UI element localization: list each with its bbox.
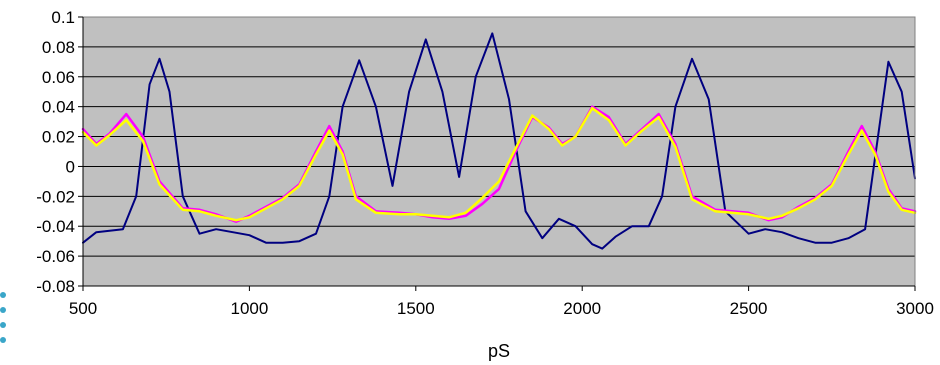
y-tick-label: -0.02 (36, 187, 75, 206)
y-tick-label: -0.06 (36, 247, 75, 266)
axis-ticks: -0.08 -0.06 -0.04 -0.02 0 0.02 0.04 0.06 0.08 0.1… (36, 8, 934, 318)
y-tick-label: 0.02 (42, 128, 75, 147)
x-tick-label: 1500 (397, 299, 435, 318)
y-tick-label: 0.04 (42, 98, 75, 117)
series-line-3 (81, 106, 917, 222)
x-axis-title: pS (488, 341, 510, 361)
x-tick-label: 500 (69, 299, 97, 318)
y-tick-label: -0.08 (36, 277, 75, 296)
edge-dot-1 (0, 292, 6, 298)
y-tick-label: 0 (66, 157, 75, 176)
x-tick-label: 1000 (230, 299, 268, 318)
y-tick-label: 0.1 (51, 8, 75, 27)
x-tick-label: 2500 (730, 299, 768, 318)
edge-dot-4 (0, 337, 6, 343)
x-tick-label: 3000 (896, 299, 934, 318)
x-tick-label: 2000 (563, 299, 601, 318)
edge-dot-3 (0, 322, 6, 328)
y-tick-label: -0.04 (36, 217, 75, 236)
edge-dot-2 (0, 307, 6, 313)
y-tick-label: 0.06 (42, 68, 75, 87)
series-line-1 (82, 32, 916, 250)
y-tick-label: 0.08 (42, 38, 75, 57)
series-group (81, 32, 917, 250)
